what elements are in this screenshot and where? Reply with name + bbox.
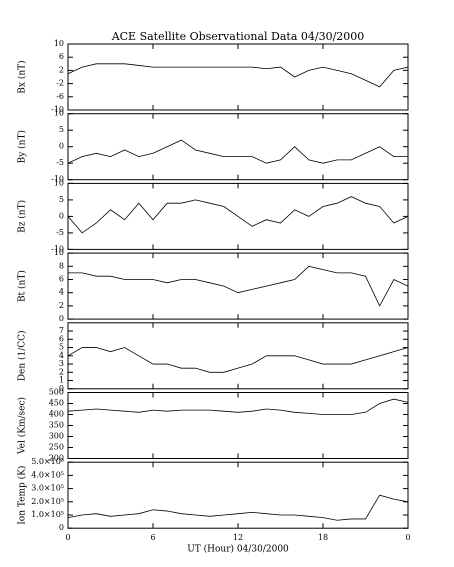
data-line — [68, 265, 409, 307]
y-axis-label: By (nT) — [17, 130, 28, 163]
y-tick-label: 3.0×10⁵ — [31, 484, 64, 493]
y-tick-label: 350 — [49, 421, 64, 430]
y-tick-label: 3 — [59, 359, 64, 368]
y-tick-label: 250 — [49, 443, 64, 452]
y-tick-label: -6 — [56, 92, 64, 101]
x-tick-label: 18 — [318, 533, 328, 542]
y-axis-label: Ion Temp (K) — [17, 466, 28, 525]
y-tick-label: -10 — [51, 175, 64, 184]
y-tick-label: 6 — [59, 275, 64, 284]
y-tick-label: 2.0×10⁵ — [31, 497, 64, 506]
y-tick-label: 6 — [59, 334, 64, 343]
y-tick-label: 400 — [49, 410, 64, 419]
y-tick-label: 4.0×10⁵ — [31, 470, 64, 479]
x-tick-label: 0 — [65, 533, 70, 542]
y-tick-label: -10 — [51, 244, 64, 253]
data-line — [67, 139, 408, 164]
y-tick-label: 2 — [59, 367, 64, 376]
data-line — [67, 347, 409, 373]
y-tick-label: -5 — [56, 228, 64, 237]
y-tick-label: 2 — [59, 65, 64, 74]
y-tick-label: 5 — [59, 195, 64, 204]
y-tick-label: 1 — [59, 376, 64, 385]
x-axis-label: UT (Hour) 04/30/2000 — [187, 544, 289, 555]
y-tick-label: 450 — [49, 399, 64, 408]
x-tick-label: 12 — [233, 533, 243, 542]
y-tick-label: 10 — [54, 178, 64, 187]
panel-frame — [67, 461, 409, 529]
y-tick-label: 0 — [59, 523, 64, 532]
x-tick-label: 6 — [150, 533, 155, 542]
y-tick-label: 500 — [49, 388, 64, 397]
panel-frame — [67, 392, 409, 459]
y-tick-label: 300 — [49, 432, 64, 441]
y-tick-label: 7 — [59, 326, 64, 335]
y-tick-label: -2 — [56, 79, 64, 88]
y-tick-label: 4 — [59, 351, 64, 360]
x-tick-label: 0 — [405, 533, 410, 542]
y-axis-label: Bt (nT) — [17, 270, 28, 302]
y-tick-label: 4 — [59, 288, 64, 297]
chart-title: ACE Satellite Observational Data 04/30/2… — [111, 30, 365, 43]
y-tick-label: 1.0×10⁵ — [31, 510, 64, 519]
y-tick-label: 5 — [59, 343, 64, 352]
y-tick-label: 8 — [59, 261, 64, 270]
y-axis-label: Den (1/CC) — [17, 330, 28, 381]
y-tick-label: 10 — [54, 248, 64, 257]
y-tick-label: -5 — [56, 158, 64, 167]
y-tick-label: -10 — [51, 105, 64, 114]
y-tick-label: 0 — [59, 142, 64, 151]
y-tick-label: 5.0×10⁵ — [31, 457, 64, 466]
y-tick-label: 10 — [54, 109, 64, 118]
data-line — [67, 494, 409, 521]
y-axis-label: Bx (nT) — [17, 60, 28, 93]
data-line — [67, 398, 409, 415]
y-axis-label: Bz (nT) — [17, 200, 28, 233]
y-tick-label: 5 — [59, 125, 64, 134]
panel-frame — [67, 113, 409, 181]
y-tick-label: 200 — [49, 454, 64, 463]
data-line — [67, 63, 409, 88]
y-tick-label: 2 — [59, 301, 64, 310]
data-line — [67, 196, 409, 234]
y-axis-label: Vel (Km/sec) — [17, 397, 28, 455]
y-tick-label: 0 — [59, 384, 64, 393]
panel-frame — [67, 252, 409, 320]
y-tick-label: 10 — [54, 39, 64, 48]
y-tick-label: 6 — [59, 52, 64, 61]
y-tick-label: 0 — [59, 211, 64, 220]
panel-frame — [67, 322, 409, 390]
y-tick-label: 0 — [59, 314, 64, 323]
panel-frame — [67, 43, 409, 111]
